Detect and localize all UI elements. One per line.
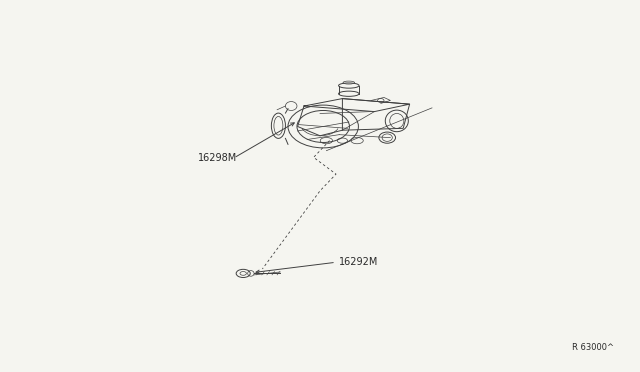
Text: R 63000^: R 63000^ [572, 343, 614, 352]
Text: 16292M: 16292M [339, 257, 379, 267]
Text: 16298M: 16298M [198, 153, 237, 163]
